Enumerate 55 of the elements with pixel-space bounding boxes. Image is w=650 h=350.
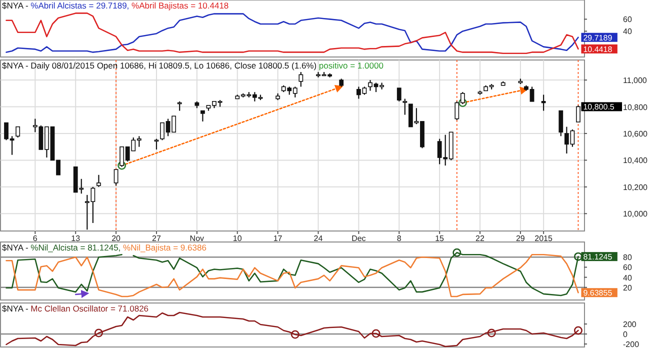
x-tick-label: 20	[112, 234, 122, 243]
y-tick-label: 40	[623, 27, 632, 36]
chart-subtitle: positivo = 1.0000	[316, 60, 384, 70]
y-tick-label: 10,200	[623, 182, 648, 192]
y-tick-label: 200	[623, 320, 637, 329]
y-tick-label: -200	[623, 340, 640, 349]
text: %Abril Bajistas = 10.4418	[129, 0, 229, 10]
x-tick-label: 10	[232, 234, 242, 243]
candlestick	[541, 94, 546, 112]
y-tick-label: 20	[623, 283, 632, 292]
x-tick-label: 29	[516, 234, 526, 243]
candlestick	[558, 110, 564, 137]
candlestick	[576, 104, 580, 123]
x-tick-label: 6	[32, 234, 38, 243]
candlestick	[114, 168, 118, 186]
x-tick-label: 27	[152, 234, 162, 243]
series-label: %Nil_Alcista = 81.1245,	[28, 242, 121, 252]
x-tick-label: 15	[435, 234, 445, 243]
text: %Abril Alcistas = 29.7189,	[28, 0, 130, 10]
data-label: 29.7189	[583, 33, 613, 42]
candlestick	[200, 110, 205, 122]
x-tick-label: 17	[273, 234, 283, 243]
x-tick-label: 2015	[534, 234, 554, 243]
chart-title: $NYA -	[2, 0, 28, 10]
candlestick	[402, 98, 408, 116]
y-tick-label: 10,800	[623, 102, 648, 112]
y-tick-label: 10,400	[623, 156, 648, 166]
text: %Nil_Bajista = 9.6386	[120, 242, 207, 252]
x-tick-label: 24	[314, 234, 324, 243]
y-tick-label: 0	[623, 330, 628, 339]
chart-title: $NYA - Daily 08/01/2015 Open 10686, Hi 10809.5, Lo 10686, Close 10800.5 (1.6%)	[2, 60, 317, 70]
y-tick-label: 10,000	[623, 210, 648, 219]
x-tick-label: 8	[396, 234, 402, 243]
data-label: 10.4418	[583, 44, 613, 54]
annotation: 10,800.5	[583, 102, 615, 112]
y-tick-label: 11,000	[623, 76, 648, 86]
x-tick-label: 22	[476, 234, 486, 243]
chart-title: $NYA -	[2, 242, 28, 252]
y-tick-label: 60	[623, 15, 632, 24]
candlestick	[16, 126, 20, 138]
y-tick-label: 40	[623, 273, 632, 282]
candlestick	[177, 100, 182, 112]
candlestick	[396, 88, 402, 102]
chart-title: $NYA -	[2, 304, 28, 314]
x-tick-label: Nov	[190, 234, 204, 243]
x-tick-label: 13	[71, 234, 81, 243]
data-label: 81.1245	[583, 252, 613, 262]
candlestick	[298, 71, 304, 88]
candlestick	[96, 174, 101, 188]
x-tick-label: Dec	[352, 234, 366, 243]
y-tick-label: 60	[623, 263, 632, 272]
data-label: 9.63855	[583, 288, 613, 298]
series-label: Mc Clellan Oscillator = 71.0826	[28, 304, 149, 314]
y-tick-label: 10,600	[623, 129, 648, 138]
y-tick-label: 80	[623, 253, 632, 262]
